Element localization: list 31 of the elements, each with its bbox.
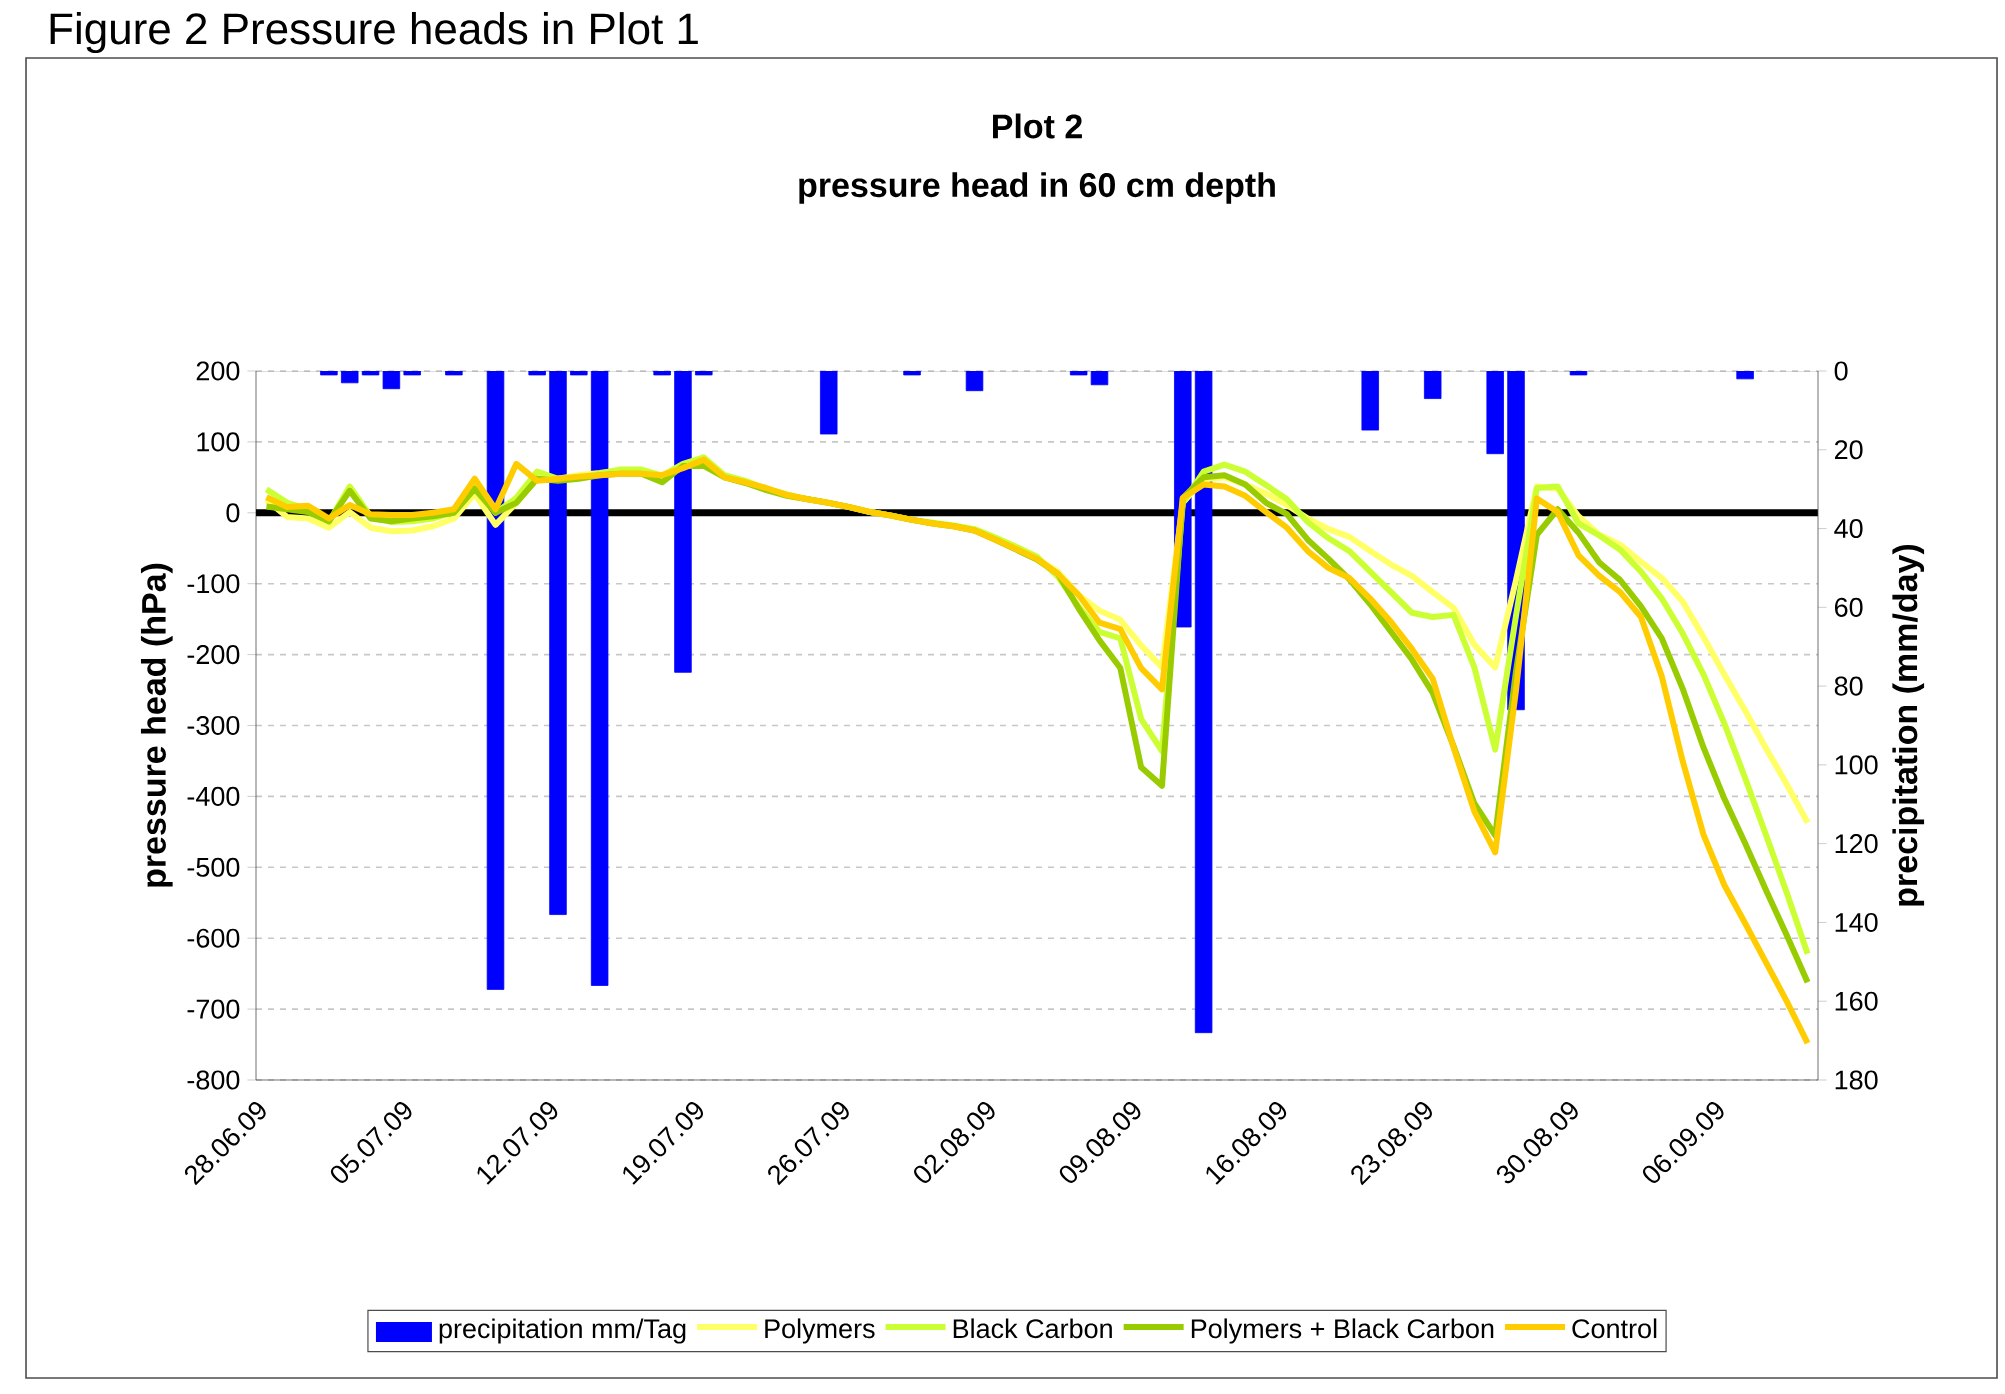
y-tick-label: -400 (187, 786, 240, 806)
y-axis-title: pressure head (hPa) (140, 563, 173, 887)
y-tick-label: 100 (197, 432, 240, 452)
y2-tick-label: 120 (1835, 834, 1878, 854)
y2-tick-label: 100 (1835, 755, 1878, 775)
y-tick-label: -100 (187, 574, 240, 594)
y2-tick-label: 0 (1834, 361, 1848, 381)
y2-tick-label: 140 (1835, 912, 1878, 932)
y2-tick-label: 20 (1834, 440, 1863, 460)
chart-title: Plot 2 (993, 113, 1082, 139)
y-tick-label: -200 (187, 645, 240, 665)
y-tick-label: -500 (187, 857, 240, 877)
y-tick-label: -600 (187, 928, 240, 948)
caption: Figure 2 Pressure heads in Plot 1 (50, 12, 698, 54)
legend-label: Control (1572, 1318, 1657, 1339)
y2-axis-title: precipitation (mm/day) (1892, 544, 1925, 906)
y2-tick-label: 60 (1834, 597, 1863, 617)
legend-label: Polymers + Black Carbon (1191, 1318, 1494, 1344)
y-tick-label: 200 (196, 361, 240, 381)
y2-tick-label: 80 (1834, 676, 1863, 696)
legend-label: Polymers (765, 1318, 875, 1344)
chart-subtitle: pressure head in 60 cm depth (799, 172, 1275, 204)
y2-tick-label: 180 (1835, 1070, 1878, 1090)
y2-tick-label: 40 (1834, 518, 1863, 539)
legend-label: Black Carbon (953, 1318, 1112, 1339)
y-tick-label: -300 (187, 715, 240, 736)
y-tick-label: 0 (226, 503, 240, 523)
y-tick-label: -800 (187, 1070, 240, 1090)
y2-tick-label: 160 (1835, 991, 1878, 1011)
legend-label: precipitation mm/Tag (439, 1318, 686, 1344)
y-tick-label: -700 (187, 999, 240, 1019)
